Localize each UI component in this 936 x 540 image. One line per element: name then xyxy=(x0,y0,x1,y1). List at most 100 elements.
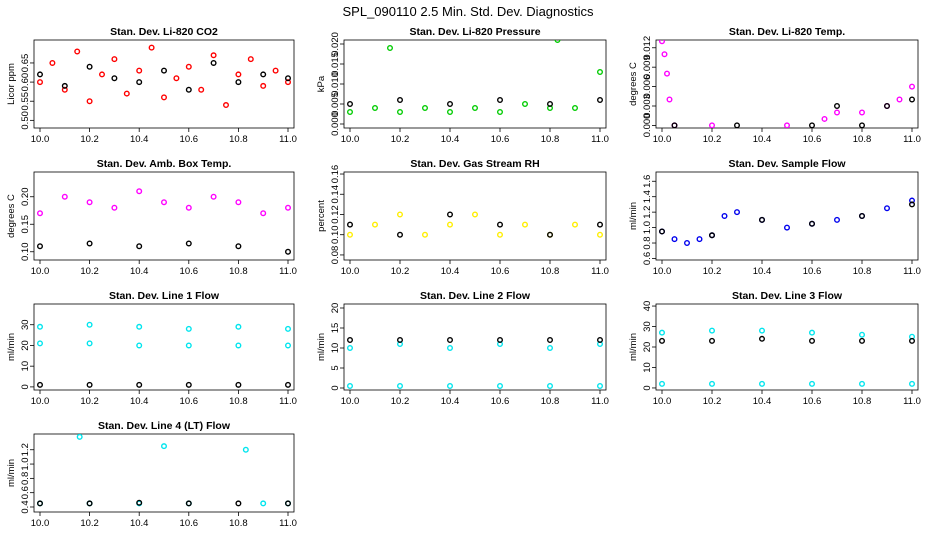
data-point xyxy=(260,210,267,217)
data-point xyxy=(285,204,292,211)
y-tick-label: 0.8 xyxy=(20,472,31,485)
data-point xyxy=(136,381,143,388)
x-tick-label: 10.2 xyxy=(391,134,410,145)
data-point xyxy=(884,205,891,212)
y-tick-label: 10 xyxy=(330,343,341,354)
y-tick-label: 0.50 xyxy=(20,111,31,130)
x-tick-label: 10.8 xyxy=(541,396,560,407)
y-tick-label: 0.009 xyxy=(642,55,653,79)
data-point xyxy=(111,75,118,82)
data-point xyxy=(148,44,155,51)
x-tick-label: 10.6 xyxy=(180,266,199,277)
data-point xyxy=(235,381,242,388)
y-tick-label: 0.10 xyxy=(330,225,341,244)
data-point xyxy=(347,221,354,228)
x-tick-label: 10.0 xyxy=(653,396,672,407)
figure-title: SPL_090110 2.5 Min. Std. Dev. Diagnostic… xyxy=(343,4,594,19)
data-point xyxy=(160,94,167,101)
y-axis-label: ml/min xyxy=(6,333,17,361)
x-tick-label: 11.0 xyxy=(903,134,921,145)
data-point xyxy=(671,236,678,243)
y-tick-label: 30 xyxy=(20,319,31,330)
data-point xyxy=(659,40,665,45)
data-point xyxy=(909,337,916,344)
data-point xyxy=(709,337,716,344)
data-point xyxy=(809,220,816,227)
data-point xyxy=(185,500,192,507)
x-tick-label: 10.4 xyxy=(130,266,149,277)
data-point xyxy=(160,443,167,450)
data-point xyxy=(896,96,903,103)
panel-title: Stan. Dev. Li-820 Temp. xyxy=(729,26,845,38)
data-point xyxy=(347,383,354,390)
data-point xyxy=(86,321,93,328)
x-tick-label: 10.8 xyxy=(229,518,248,529)
points-layer xyxy=(659,197,916,247)
data-point xyxy=(185,381,192,388)
panel-stan-dev-amb-box-temp: Stan. Dev. Amb. Box Temp. 10.0 10.2 10.4 10.… xyxy=(6,158,297,277)
data-point xyxy=(821,115,828,122)
y-axis-label: degrees C xyxy=(628,62,639,106)
data-point xyxy=(136,243,143,250)
data-point xyxy=(497,96,504,103)
data-point xyxy=(909,83,916,90)
data-point xyxy=(111,56,118,63)
y-axis-label: ml/min xyxy=(316,333,327,361)
y-tick-label: 0 xyxy=(330,385,341,390)
data-point xyxy=(659,228,666,235)
data-point xyxy=(547,345,554,352)
x-tick-label: 10.8 xyxy=(541,266,560,277)
data-point xyxy=(659,380,666,387)
y-tick-label: 0.8 xyxy=(642,236,653,249)
panel-title: Stan. Dev. Amb. Box Temp. xyxy=(97,158,232,170)
data-point xyxy=(37,340,44,347)
data-point xyxy=(597,337,604,344)
data-point xyxy=(664,70,671,77)
data-point xyxy=(684,240,691,247)
x-tick-label: 11.0 xyxy=(279,266,297,277)
x-tick-label: 11.0 xyxy=(279,396,297,407)
data-point xyxy=(572,221,579,228)
y-tick-label: 1.4 xyxy=(642,190,653,203)
data-point xyxy=(37,500,44,507)
data-point xyxy=(272,67,279,74)
x-tick-label: 11.0 xyxy=(591,134,609,145)
data-point xyxy=(447,221,454,228)
data-point xyxy=(709,380,716,387)
data-point xyxy=(859,380,866,387)
points-layer xyxy=(347,337,604,390)
x-tick-label: 10.2 xyxy=(703,396,722,407)
y-tick-label: 0.003 xyxy=(642,94,653,118)
data-point xyxy=(759,216,766,223)
y-tick-label: 0.015 xyxy=(330,52,341,76)
data-point xyxy=(76,434,83,440)
data-point xyxy=(597,68,604,75)
data-point xyxy=(909,96,916,103)
data-point xyxy=(86,98,93,105)
data-point xyxy=(247,56,254,63)
data-point xyxy=(285,248,292,255)
data-point xyxy=(136,79,143,86)
data-point xyxy=(235,71,242,78)
panel-title: Stan. Dev. Gas Stream RH xyxy=(410,158,539,170)
plot-frame xyxy=(33,433,295,513)
data-point xyxy=(235,323,242,330)
y-tick-label: 0.65 xyxy=(20,54,31,73)
data-point xyxy=(447,211,454,218)
y-tick-label: 0.08 xyxy=(330,246,341,265)
data-point xyxy=(111,204,118,211)
x-tick-label: 10.0 xyxy=(31,134,50,145)
data-point xyxy=(397,231,404,238)
data-point xyxy=(422,104,429,111)
y-tick-label: 0.6 xyxy=(642,252,653,265)
x-tick-label: 10.8 xyxy=(541,134,560,145)
data-point xyxy=(37,79,44,86)
y-tick-label: 10 xyxy=(642,362,653,373)
data-point xyxy=(185,325,192,332)
points-layer xyxy=(659,327,916,387)
data-point xyxy=(522,100,529,107)
data-point xyxy=(522,221,529,228)
points-layer xyxy=(347,40,604,115)
plot-frame xyxy=(343,303,607,391)
data-point xyxy=(809,337,816,344)
